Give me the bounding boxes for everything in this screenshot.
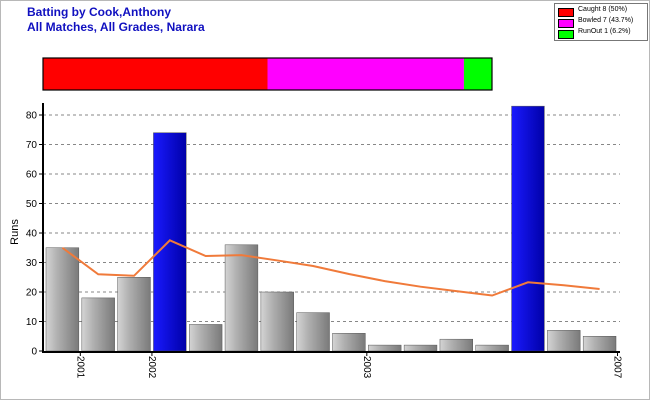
legend-swatch-caught: [558, 8, 574, 17]
y-tick-label: 10: [26, 317, 38, 328]
y-tick-label: 20: [26, 288, 38, 299]
x-tick-label: 2002: [146, 356, 157, 379]
bar-8: [332, 333, 366, 352]
y-tick-label: 60: [26, 170, 38, 181]
dismissal-bar: [42, 57, 493, 91]
bar-12: [475, 344, 509, 352]
y-tick-label: 40: [26, 229, 38, 240]
legend-label-runout: RunOut 1 (6.2%): [578, 28, 631, 35]
legend-swatch-bowled: [558, 19, 574, 28]
legend-swatch-runout: [558, 30, 574, 39]
bar-1: [81, 297, 115, 352]
bar-5: [224, 244, 259, 352]
bar-11: [439, 338, 473, 352]
chart-subtitle: All Matches, All Grades, Narara: [27, 20, 205, 34]
bar-2: [117, 277, 151, 352]
y-tick-labels: 0 10 20 30 40 50 60 70 80: [26, 111, 43, 358]
y-tick-label: 30: [26, 258, 38, 269]
y-tick-label: 80: [26, 111, 38, 122]
bar-4: [189, 324, 223, 352]
bar-10: [403, 344, 438, 352]
y-axis-label: Runs: [9, 219, 21, 245]
x-tick-label: 2003: [361, 356, 372, 379]
legend-label-bowled: Bowled 7 (43.7%): [578, 17, 634, 24]
dismissal-segment-1: [267, 58, 464, 90]
bars: [45, 105, 617, 352]
bar-13: [511, 105, 545, 352]
bar-15: [582, 336, 617, 352]
dismissal-segment-0: [43, 58, 268, 90]
dismissal-bar-outline: [42, 57, 493, 91]
legend: Caught 8 (50%) Bowled 7 (43.7%) RunOut 1…: [554, 3, 648, 41]
trend-line-group: [61, 239, 600, 297]
bar-9: [368, 344, 402, 352]
x-tick-label: 2001: [74, 356, 85, 379]
bar-14: [547, 330, 581, 352]
bar-3: [153, 132, 187, 352]
bar-7: [296, 312, 330, 352]
legend-label-caught: Caught 8 (50%): [578, 6, 628, 13]
y-tick-label: 50: [26, 199, 38, 210]
chart-title: Batting by Cook,Anthony: [27, 5, 171, 19]
x-tick-labels: 2001 2002 2003 2007: [74, 352, 623, 379]
dismissal-segment-2: [463, 58, 492, 90]
x-tick-label: 2007: [612, 356, 623, 379]
y-tick-label: 70: [26, 140, 38, 151]
y-tick-label: 0: [31, 347, 37, 358]
bar-6: [260, 291, 294, 352]
trend-line: [61, 239, 600, 297]
bar-0: [45, 247, 80, 352]
